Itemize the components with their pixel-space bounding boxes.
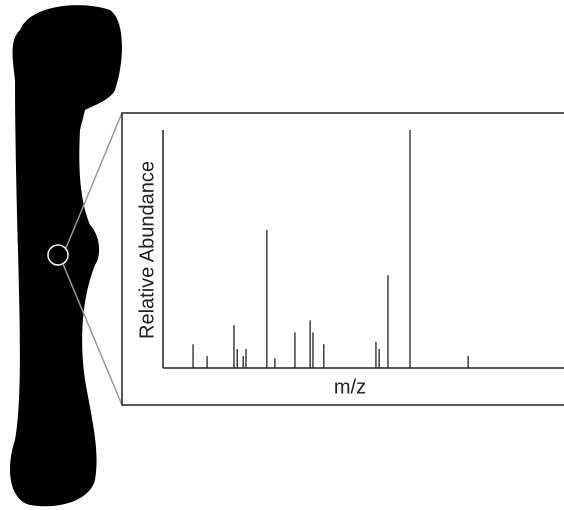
y-axis-label: Relative Abundance bbox=[136, 161, 158, 339]
zoom-line bbox=[65, 112, 123, 249]
bone-silhouette bbox=[10, 5, 122, 507]
x-axis-label: m/z bbox=[334, 376, 366, 398]
inset-box bbox=[121, 112, 564, 406]
zoom-line bbox=[62, 263, 123, 406]
sample-site bbox=[47, 244, 69, 266]
